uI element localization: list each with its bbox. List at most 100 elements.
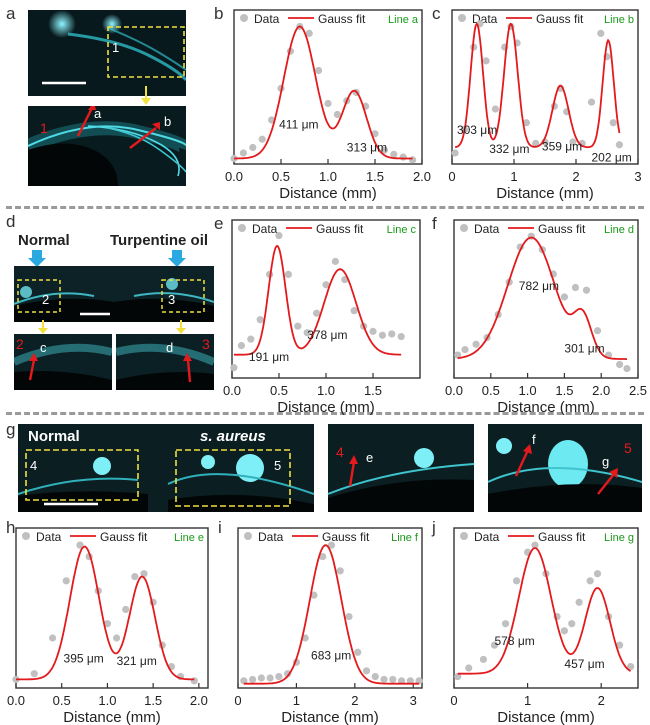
- gauss-fit-curve: [233, 245, 402, 356]
- data-point: [266, 674, 274, 682]
- data-point: [112, 634, 121, 642]
- data-point: [258, 135, 266, 143]
- width-annotation: 359 μm: [542, 139, 582, 153]
- data-point: [454, 351, 462, 359]
- width-annotation: 303 μm: [457, 123, 497, 137]
- data-point: [609, 119, 617, 127]
- data-point: [482, 57, 490, 65]
- line-tag: Line b: [604, 14, 634, 26]
- plot-frame: [237, 527, 423, 689]
- data-point: [378, 331, 386, 339]
- x-axis-label: Distance (mm): [277, 399, 375, 416]
- micrograph-g-overview: Normal s. aureus 4 5: [18, 424, 314, 512]
- data-point: [409, 156, 417, 164]
- x-axis-label: Distance (mm): [63, 709, 161, 725]
- data-point: [369, 327, 377, 335]
- data-point: [560, 293, 568, 301]
- width-annotation: 782 μm: [519, 279, 559, 293]
- region-label: 4: [336, 444, 344, 460]
- roi-box-label: 5: [274, 458, 282, 473]
- data-point: [257, 674, 265, 682]
- micrograph-g-zoom-normal-drawing: [328, 424, 474, 512]
- data-point: [451, 149, 459, 157]
- data-point: [333, 110, 341, 119]
- x-tick-label: 1: [293, 693, 300, 708]
- data-point: [284, 270, 292, 278]
- micrograph-a-zoom: 1 a b: [28, 106, 186, 186]
- x-tick-label: 0: [448, 169, 455, 184]
- data-point: [237, 342, 245, 350]
- data-point: [627, 662, 635, 671]
- data-point: [389, 675, 397, 684]
- x-axis-label: Distance (mm): [497, 399, 595, 416]
- condition-title-normal: Normal: [18, 232, 70, 249]
- gauss-fit-curve: [457, 547, 632, 675]
- x-tick-label: 1.0: [317, 383, 335, 398]
- region-label: 2: [16, 336, 24, 352]
- data-point: [140, 570, 148, 578]
- data-point: [247, 335, 255, 343]
- data-point: [568, 620, 576, 628]
- region-label: 1: [40, 120, 48, 136]
- data-point: [501, 620, 510, 628]
- data-point: [397, 332, 405, 341]
- panel-letter-f: f: [432, 214, 437, 233]
- data-point: [275, 231, 283, 240]
- data-point: [310, 591, 318, 599]
- data-point: [380, 146, 388, 154]
- x-tick-label: 0.0: [225, 169, 243, 184]
- x-tick-label: 2.5: [629, 383, 647, 398]
- chart-line-d: 0.0 0.5 1.0 1.5 2.0 2.5 Distance (mm) Data Gauss…: [445, 219, 647, 416]
- region-label: 5: [624, 440, 632, 456]
- x-tick-label: 1: [524, 693, 531, 708]
- micrograph-d-overview: 2 3: [14, 266, 214, 322]
- roi-box-label: 4: [30, 458, 38, 473]
- data-point: [371, 130, 379, 138]
- legend-data-marker: [460, 224, 468, 232]
- micrograph-a-overview: 1: [28, 10, 186, 96]
- x-tick-label: 0.5: [53, 693, 71, 708]
- gauss-fit-curve: [16, 545, 195, 681]
- panel-letter-b: b: [214, 4, 224, 23]
- data-point: [371, 672, 379, 681]
- panel-letter-c: c: [432, 4, 441, 23]
- data-point: [322, 281, 330, 289]
- width-annotation: 313 μm: [347, 141, 387, 155]
- data-point: [571, 283, 580, 292]
- panel-letter-i: i: [218, 518, 222, 537]
- legend: Data Gauss fit: [460, 222, 586, 236]
- data-point: [560, 627, 568, 635]
- plot-frame: [453, 219, 639, 379]
- data-point: [623, 364, 631, 373]
- line-tag: Line g: [604, 532, 634, 544]
- zoom-arrow-icon: [38, 320, 48, 339]
- legend-data-marker: [460, 532, 468, 540]
- line-label-d: d: [166, 340, 174, 355]
- condition-title-turpentine: Turpentine oil: [110, 232, 209, 249]
- data-point: [587, 98, 596, 106]
- x-tick-label: 0.0: [445, 383, 463, 398]
- x-tick-label: 0.5: [272, 169, 290, 184]
- line-tag: Line d: [604, 224, 634, 236]
- data-point: [190, 677, 198, 685]
- data-point: [616, 641, 624, 649]
- panel-letter-a: a: [6, 4, 16, 23]
- data-point: [531, 541, 539, 549]
- x-tick-label: 0: [450, 693, 457, 708]
- x-tick-label: 2: [598, 693, 605, 708]
- legend: Data Gauss fit: [22, 530, 148, 544]
- data-point: [479, 655, 488, 664]
- data-point: [454, 672, 462, 681]
- data-point: [582, 286, 591, 294]
- chart-line-f: 0 1 2 3 Distance (mm) Data Gauss fit Line f 683 …: [234, 527, 423, 725]
- x-tick-label: 2: [351, 693, 358, 708]
- data-point: [532, 139, 540, 147]
- data-point: [324, 99, 332, 108]
- data-point: [12, 675, 20, 684]
- chart-line-a: 0.0 0.5 1.0 1.5 2.0 Distance (mm) Data Gauss fi…: [225, 9, 431, 202]
- x-tick-label: 0.5: [270, 383, 288, 398]
- zoom-arrow-icon: [176, 320, 186, 339]
- legend-data-label: Data: [36, 530, 62, 544]
- region-label: 3: [202, 336, 210, 352]
